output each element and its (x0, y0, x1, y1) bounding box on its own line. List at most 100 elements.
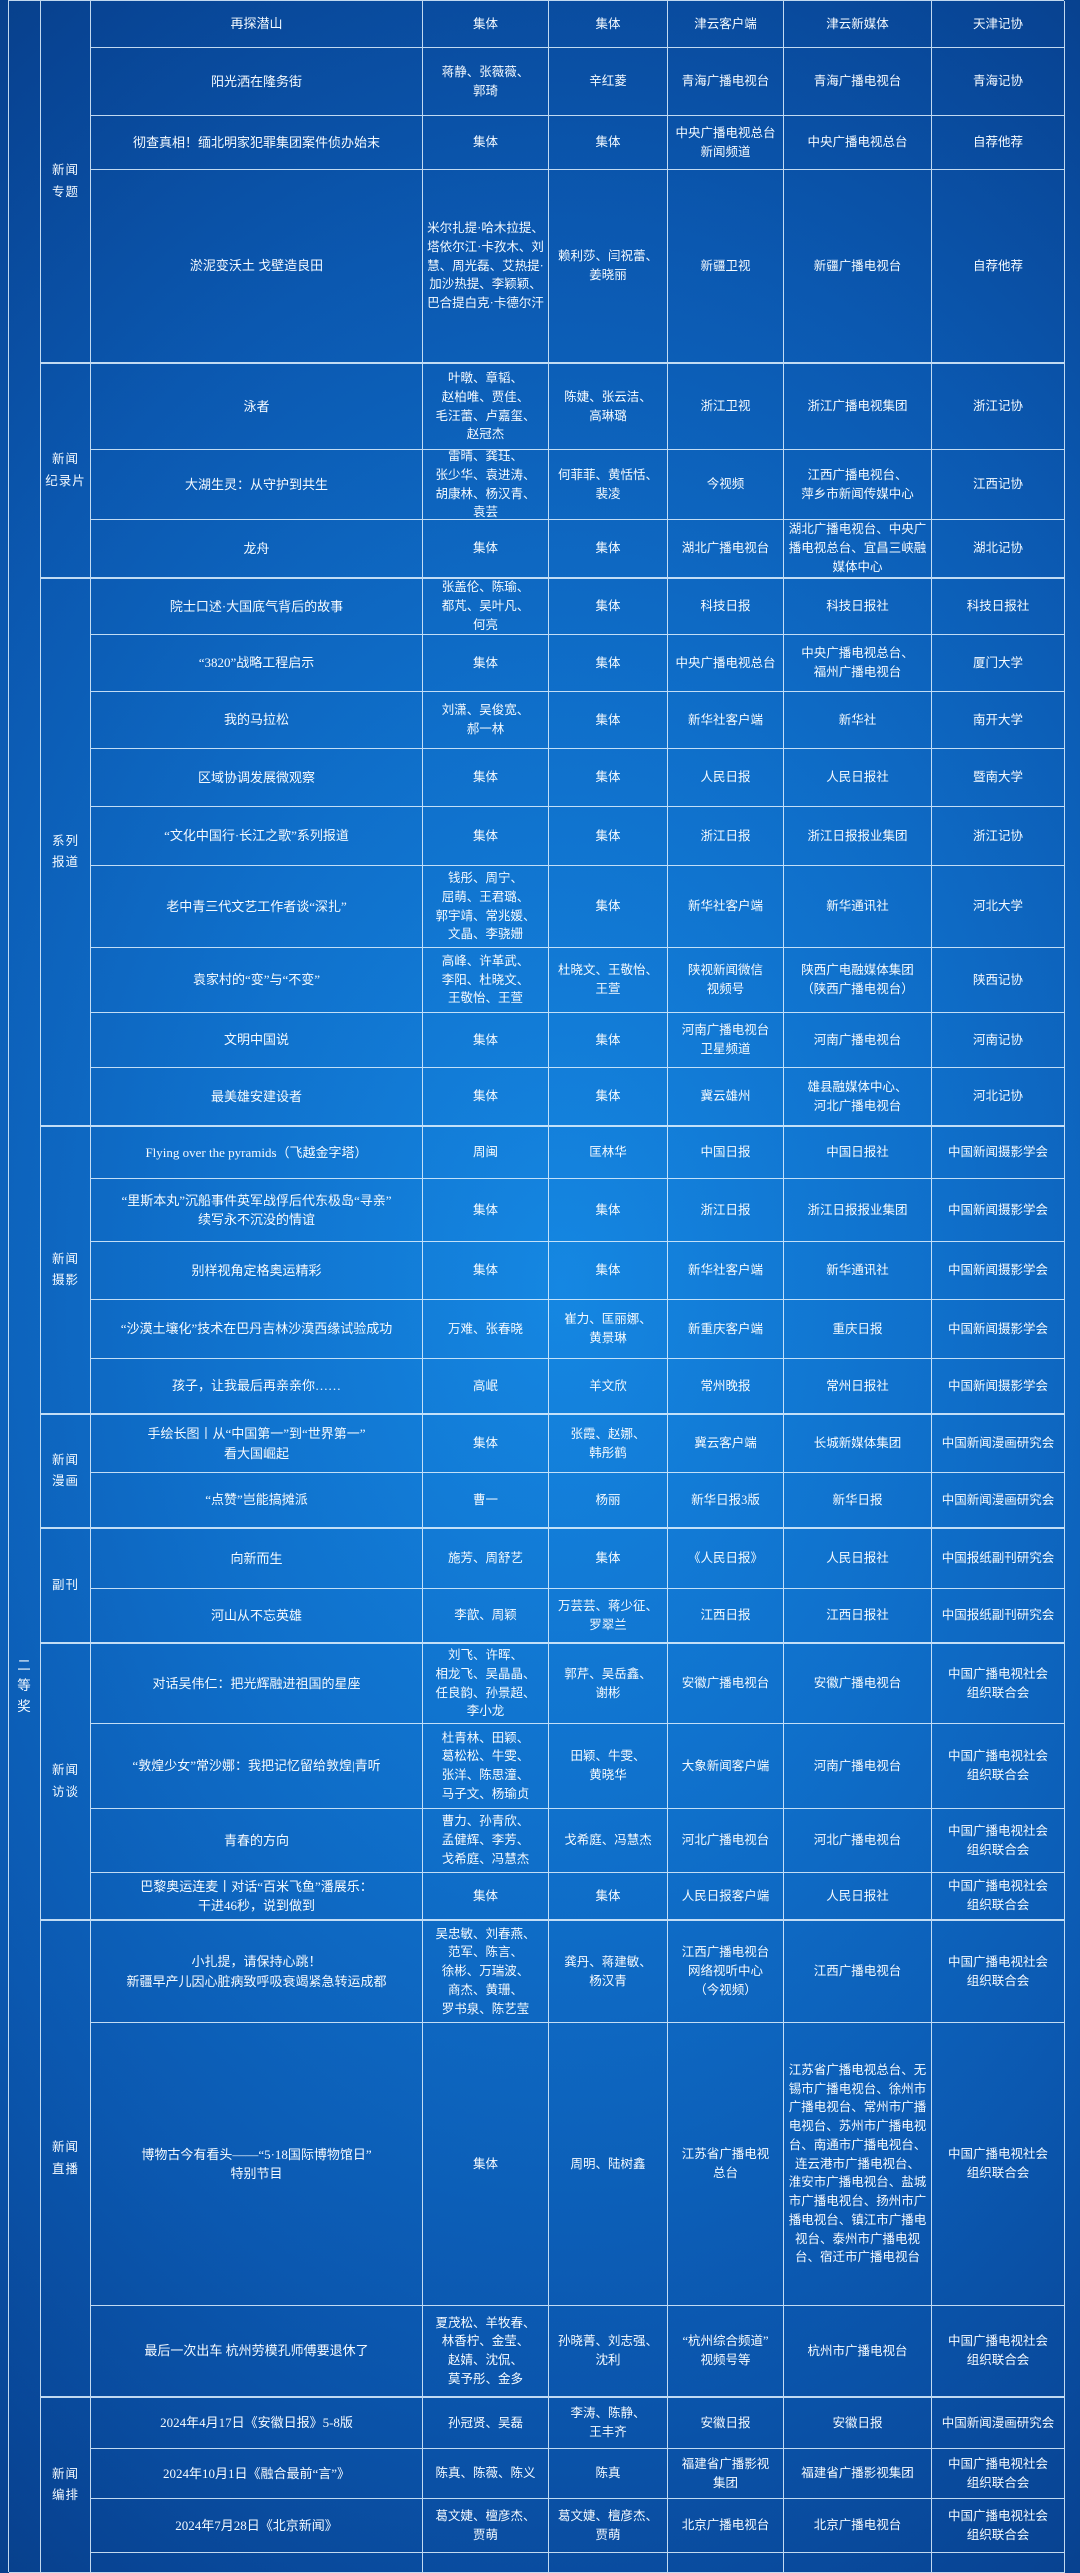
cell-editors: 集体 (549, 635, 668, 692)
cell-editors: 集体 (549, 1068, 668, 1127)
cell-outlet: 河北广播电视台 (668, 1809, 784, 1873)
cell-recommender: 中国新闻漫画研究会 (932, 1473, 1065, 1529)
cell-submitter: 杭州市广播电视台 (784, 2306, 932, 2398)
cell-recommender: 中国广播电视社会 组织联合会 (932, 1809, 1065, 1873)
cell-outlet: 河南广播电视台 卫星频道 (668, 1013, 784, 1068)
cell-recommender: 南开大学 (932, 692, 1065, 749)
cell-creators: 周闽 (423, 1127, 549, 1179)
cell-outlet: 江西日报 (668, 1589, 784, 1644)
cell-recommender: 中国广播电视社会 组织联合会 (932, 2449, 1065, 2499)
cell-submitter: 常州日报社 (784, 1359, 932, 1415)
cell-outlet: 安徽广播电视台 (668, 1644, 784, 1724)
cell-creators: 万难、张春晓 (423, 1300, 549, 1359)
cell-recommender: 中国新闻摄影学会 (932, 1179, 1065, 1242)
cell-title: 2024年4月17日《安徽日报》5-8版 (91, 2398, 423, 2449)
cell-outlet: 陕视新闻微信 视频号 (668, 948, 784, 1013)
category-cell: 新闻 漫画 (41, 1415, 91, 1529)
cell-editors: 何菲菲、黄恬恬、 裴凌 (549, 450, 668, 520)
cell-title: 袁家村的“变”与“不变” (91, 948, 423, 1013)
cell-creators: 孙冠贤、吴磊 (423, 2398, 549, 2449)
cell-outlet: 冀云客户端 (668, 1415, 784, 1473)
cell-recommender: 浙江记协 (932, 807, 1065, 866)
cell-recommender: 中国广播电视社会 组织联合会 (932, 2499, 1065, 2553)
cell-submitter: 湖北广播电视台、中央广播电视总台、宜昌三峡融媒体中心 (784, 520, 932, 579)
cell-creators: 张盖伦、陈瑜、 都芃、吴叶凡、 何亮 (423, 579, 549, 635)
cell-editors: 陈婕、张云洁、 高琳璐 (549, 364, 668, 450)
cell-submitter: 科技日报社 (784, 579, 932, 635)
cell-submitter: 江苏省广播电视总台、无锡市广播电视台、徐州市广播电视台、常州市广播电视台、苏州市… (784, 2023, 932, 2306)
cell-recommender: 河南记协 (932, 1013, 1065, 1068)
cell-creators: 钱彤、周宁、 屈萌、王君璐、 郭宇靖、常兆媛、 文晶、李骁姗 (423, 866, 549, 948)
cell-editors: 集体 (549, 579, 668, 635)
category-cell: 新闻 专题 (41, 1, 91, 364)
cell-outlet: 中国日报 (668, 1127, 784, 1179)
cell-outlet: 浙江卫视 (668, 364, 784, 450)
cell-editors: 龚丹、蒋建敏、 杨汉青 (549, 1921, 668, 2023)
category-cell: 副刊 (41, 1529, 91, 1644)
cell-creators: 集体 (423, 1013, 549, 1068)
cell-creators: 夏茂松、羊牧春、 林香柠、金莹、 赵婧、沈侃、 莫予彤、金多 (423, 2306, 549, 2398)
cell-editors: 集体 (549, 1179, 668, 1242)
cell-recommender: 陕西记协 (932, 948, 1065, 1013)
category-cell: 新闻 编排 (41, 2398, 91, 2573)
cell-outlet: 人民日报 (668, 749, 784, 807)
cell-creators: 刘飞、许晖、 相龙飞、吴晶晶、 任良韵、孙景超、 李小龙 (423, 1644, 549, 1724)
category-cell: 系列 报道 (41, 579, 91, 1127)
cell-outlet: 大象新闻客户端 (668, 1724, 784, 1809)
cell-submitter: 新华日报 (784, 1473, 932, 1529)
cell-title: 阳光洒在隆务街 (91, 48, 423, 116)
cell-recommender: 河北大学 (932, 866, 1065, 948)
cell-submitter: 浙江广播电视集团 (784, 364, 932, 450)
cell-creators: 集体 (423, 635, 549, 692)
cell-submitter: 津云新媒体 (784, 1, 932, 48)
cell-outlet: 青海广播电视台 (668, 48, 784, 116)
cell-title: 最美雄安建设者 (91, 1068, 423, 1127)
cell-title: 泳者 (91, 364, 423, 450)
cell-title: 青春的方向 (91, 1809, 423, 1873)
cell-recommender-partial (932, 2553, 1065, 2573)
cell-submitter: 安徽日报 (784, 2398, 932, 2449)
cell-creators: 施芳、周舒艺 (423, 1529, 549, 1589)
cell-editors: 郭芹、吴岳鑫、 谢彬 (549, 1644, 668, 1724)
cell-outlet: 新华社客户端 (668, 866, 784, 948)
cell-outlet: 江西广播电视台 网络视听中心 （今视频） (668, 1921, 784, 2023)
cell-title: 老中青三代文艺工作者谈“深扎” (91, 866, 423, 948)
cell-editors: 崔力、匡丽娜、 黄景琳 (549, 1300, 668, 1359)
cell-creators: 集体 (423, 1873, 549, 1921)
cell-submitter: 人民日报社 (784, 1529, 932, 1589)
cell-submitter: 新华通讯社 (784, 866, 932, 948)
cell-submitter: 福建省广播影视集团 (784, 2449, 932, 2499)
cell-outlet: 新华日报3版 (668, 1473, 784, 1529)
cell-editors: 集体 (549, 1242, 668, 1300)
cell-outlet: 北京广播电视台 (668, 2499, 784, 2553)
cell-outlet: 科技日报 (668, 579, 784, 635)
cell-title: “点赞”岂能搞摊派 (91, 1473, 423, 1529)
cell-submitter: 新疆广播电视台 (784, 170, 932, 364)
cell-recommender: 中国广播电视社会 组织联合会 (932, 1724, 1065, 1809)
award-table: 二 等 奖 新闻 专题 再探潜山 集体 集体 津云客户端 津云新媒体 天津记协 阳光洒在隆务街… (8, 0, 1065, 2573)
cell-submitter: 江西广播电视台 (784, 1921, 932, 2023)
cell-title: 最后一次出车 杭州劳模孔师傅要退休了 (91, 2306, 423, 2398)
cell-title: 文明中国说 (91, 1013, 423, 1068)
cell-creators: 集体 (423, 520, 549, 579)
cell-creators: 陈真、陈薇、陈义 (423, 2449, 549, 2499)
category-cell: 新闻 纪录片 (41, 364, 91, 579)
cell-outlet: 冀云雄州 (668, 1068, 784, 1127)
category-cell: 新闻 访谈 (41, 1644, 91, 1921)
cell-outlet: 湖北广播电视台 (668, 520, 784, 579)
cell-recommender: 中国新闻摄影学会 (932, 1242, 1065, 1300)
cell-outlet: 津云客户端 (668, 1, 784, 48)
cell-recommender: 中国报纸副刊研究会 (932, 1589, 1065, 1644)
cell-creators: 集体 (423, 749, 549, 807)
cell-title: 我的马拉松 (91, 692, 423, 749)
cell-creators: 集体 (423, 1179, 549, 1242)
cell-title: 彻查真相！缅北明家犯罪集团案件侦办始末 (91, 116, 423, 170)
category-cell: 新闻 摄影 (41, 1127, 91, 1415)
cell-title: 博物古今有看头——“5·18国际博物馆日” 特别节目 (91, 2023, 423, 2306)
cell-editors-partial (549, 2553, 668, 2573)
cell-recommender: 中国广播电视社会 组织联合会 (932, 2023, 1065, 2306)
cell-title: “3820”战略工程启示 (91, 635, 423, 692)
cell-outlet: 江苏省广播电视 总台 (668, 2023, 784, 2306)
cell-recommender: 中国广播电视社会 组织联合会 (932, 2306, 1065, 2398)
